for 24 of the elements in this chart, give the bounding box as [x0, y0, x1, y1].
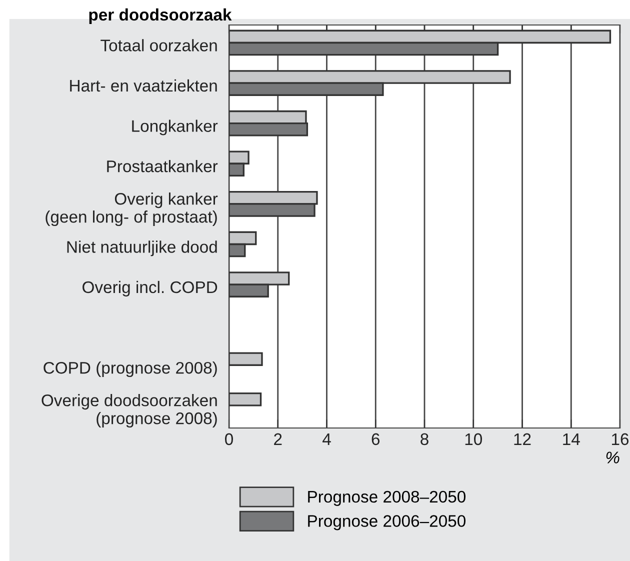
y-tick-label: Hart- en vaatziekten: [70, 79, 217, 92]
x-tick-label: 16: [612, 433, 629, 446]
bar: [229, 392, 262, 406]
chart-title: per doodsoorzaak: [89, 8, 232, 24]
y-tick-label: Prostaatkanker: [107, 160, 218, 172]
y-tick-label: Totaal oorzaken: [100, 39, 217, 52]
y-tick-label: COPD (prognose 2008): [44, 362, 217, 378]
y-tick-label: Overig incl. COPD: [82, 280, 218, 296]
x-tick-label: 6: [372, 433, 380, 446]
x-tick-label: 14: [563, 433, 580, 445]
x-tick-label: 2: [274, 433, 282, 445]
legend-label: Prognose 2006–2050: [308, 515, 466, 530]
x-tick-label: 8: [420, 433, 428, 446]
y-tick-label: Overig kanker (geen long- of prostaat): [46, 192, 218, 226]
y-tick-label: Niet natuurljike dood: [67, 240, 217, 256]
y-tick-label: Longkanker: [132, 120, 218, 136]
x-axis-title: %: [606, 452, 620, 464]
x-tick-label: 0: [225, 433, 233, 446]
x-tick-label: 12: [514, 433, 531, 445]
x-tick-label: 10: [465, 433, 482, 446]
bar: [229, 352, 263, 366]
y-tick-label: Overige doodsoorzaken (prognose 2008): [42, 394, 217, 428]
x-tick-label: 4: [322, 433, 331, 445]
legend-label: Prognose 2008–2050: [308, 490, 466, 506]
